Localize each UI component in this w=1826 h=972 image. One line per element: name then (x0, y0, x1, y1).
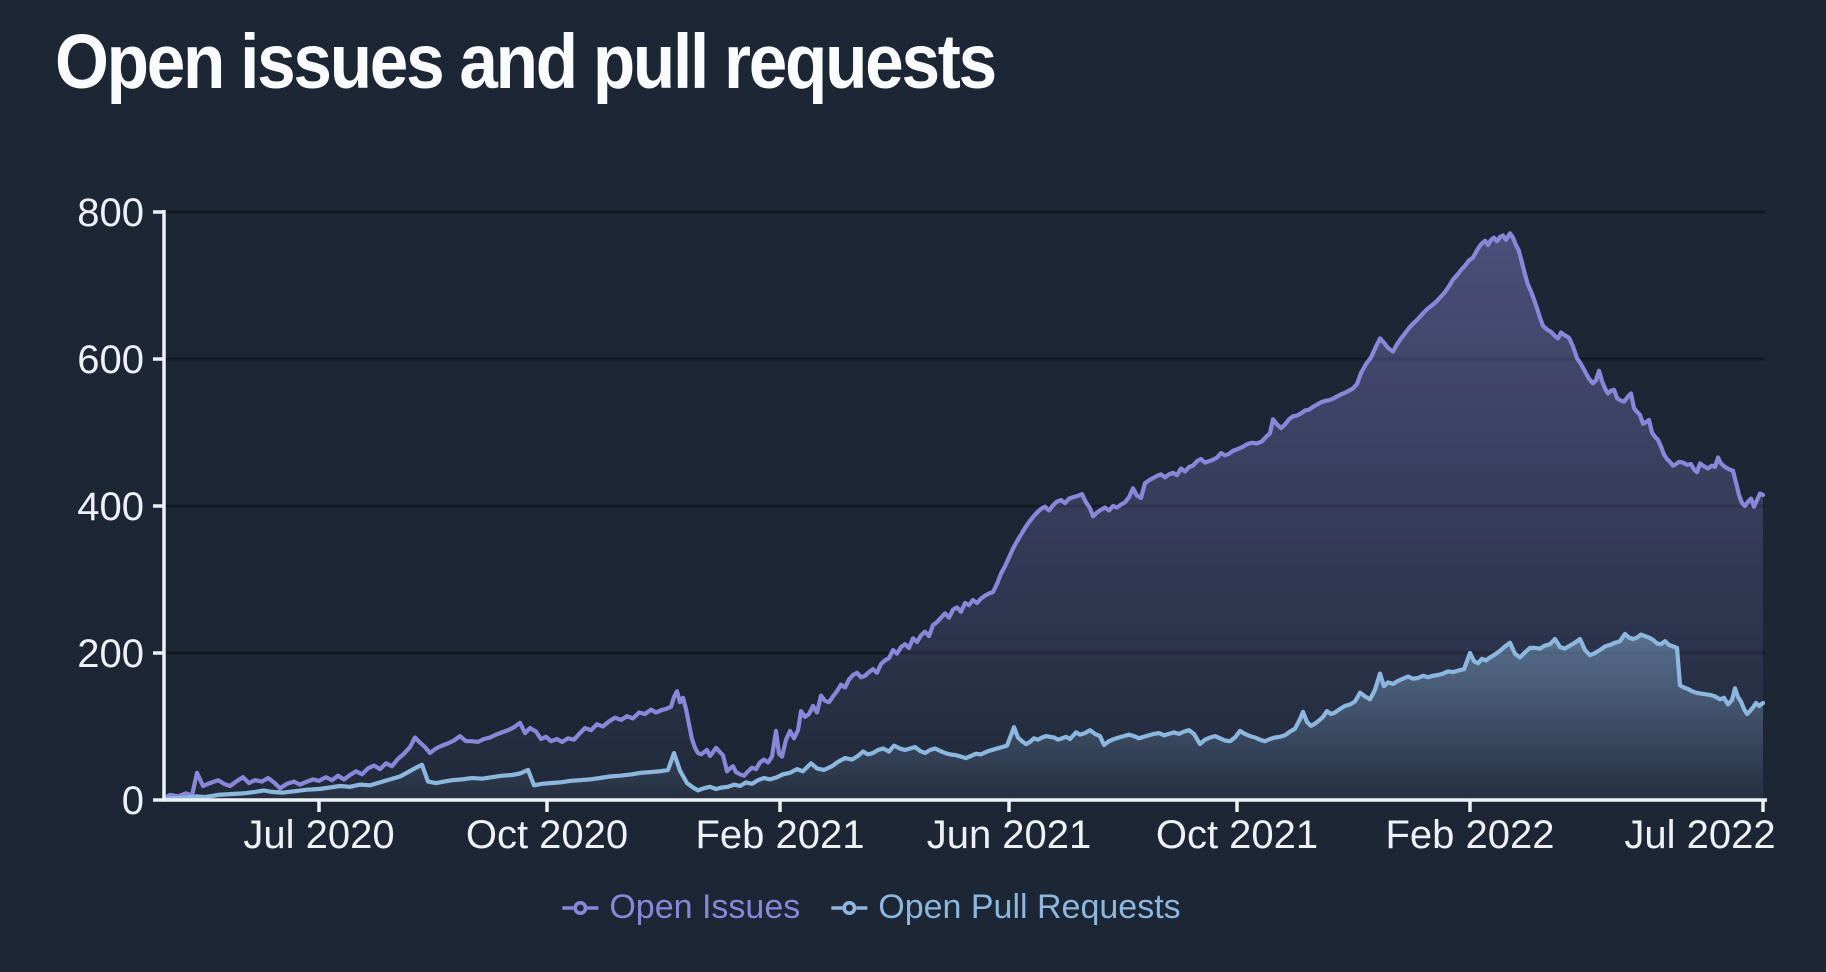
page-title: Open issues and pull requests (55, 19, 997, 105)
legend-line-marker-icon (561, 900, 599, 916)
svg-text:800: 800 (77, 191, 144, 235)
svg-text:Jul 2020: Jul 2020 (243, 813, 394, 857)
chart-legend: Open Issues Open Pull Requests (561, 888, 1181, 927)
svg-text:Feb 2021: Feb 2021 (695, 813, 864, 857)
legend-line-marker-icon (830, 900, 868, 916)
svg-text:400: 400 (77, 485, 144, 529)
svg-text:200: 200 (77, 632, 144, 676)
legend-item-open-issues[interactable]: Open Issues (561, 888, 800, 927)
svg-text:Oct 2021: Oct 2021 (1156, 813, 1318, 857)
svg-text:600: 600 (77, 338, 144, 382)
legend-label-open-issues: Open Issues (609, 888, 801, 926)
legend-item-open-pull-requests[interactable]: Open Pull Requests (830, 888, 1181, 927)
svg-text:Jul 2022: Jul 2022 (1624, 813, 1775, 857)
svg-text:0: 0 (122, 779, 144, 823)
svg-text:Oct 2020: Oct 2020 (466, 813, 628, 857)
svg-text:Feb 2022: Feb 2022 (1385, 813, 1554, 857)
svg-text:Jun 2021: Jun 2021 (927, 813, 1092, 857)
legend-label-open-pull-requests: Open Pull Requests (878, 888, 1181, 926)
